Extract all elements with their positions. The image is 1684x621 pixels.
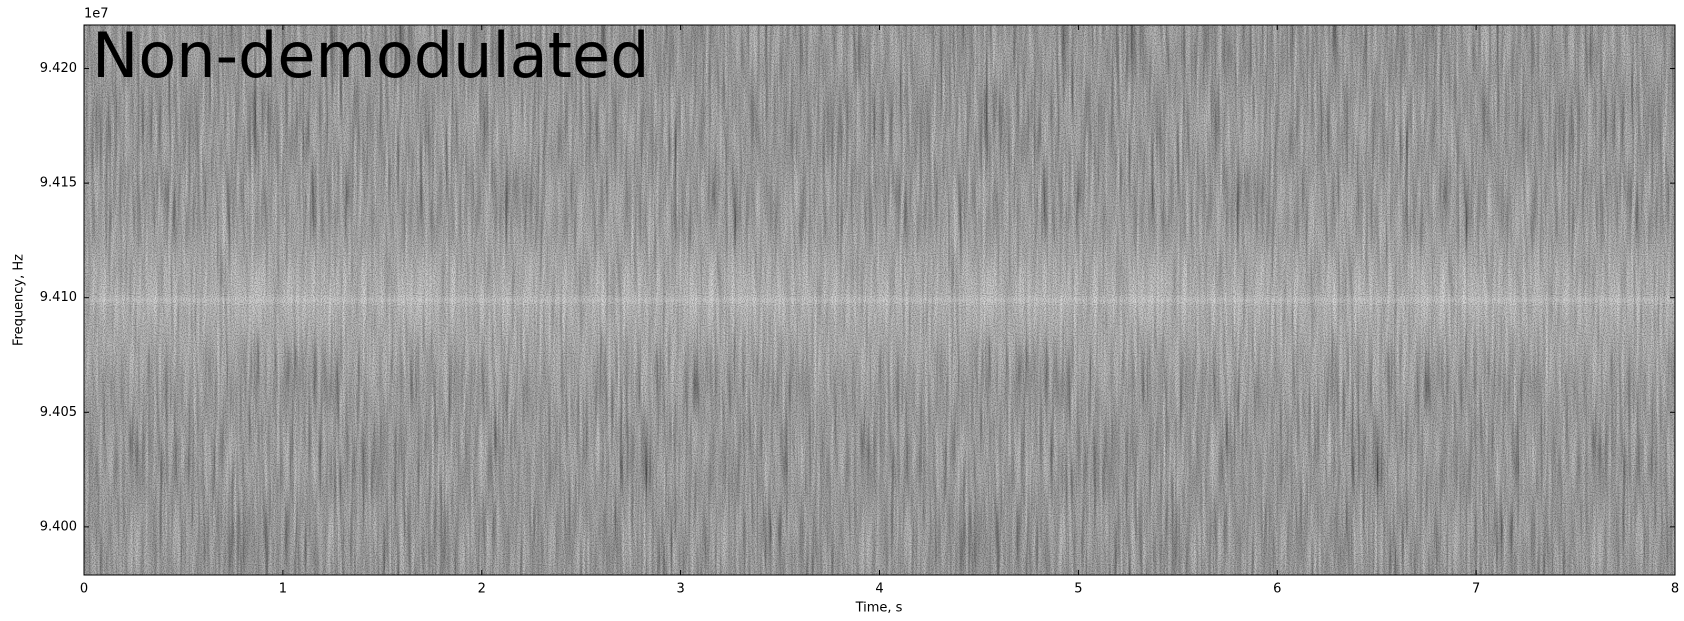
spectrogram-grain [84,25,1675,575]
x-tick-label: 6 [1273,582,1281,597]
x-tick-label: 5 [1074,582,1082,597]
y-tick-label: 9.415 [40,176,77,191]
x-axis-label: Time, s [855,601,903,616]
x-tick-label: 8 [1671,582,1679,597]
x-tick-label: 2 [478,582,486,597]
x-tick-label: 0 [80,582,88,597]
y-offset-label: 1e7 [84,7,109,22]
y-axis-label: Frequency, Hz [12,254,27,346]
x-tick-label: 1 [279,582,287,597]
x-tick-label: 7 [1472,582,1480,597]
x-tick-label: 3 [676,582,684,597]
spectrogram-image [84,25,1675,575]
y-tick-label: 9.420 [40,61,77,76]
chart-title: Non-demodulated [92,19,650,92]
y-tick-label: 9.410 [40,290,77,305]
y-tick-label: 9.405 [40,405,77,420]
x-tick-label: 4 [875,582,883,597]
y-tick-label: 9.400 [40,519,77,534]
